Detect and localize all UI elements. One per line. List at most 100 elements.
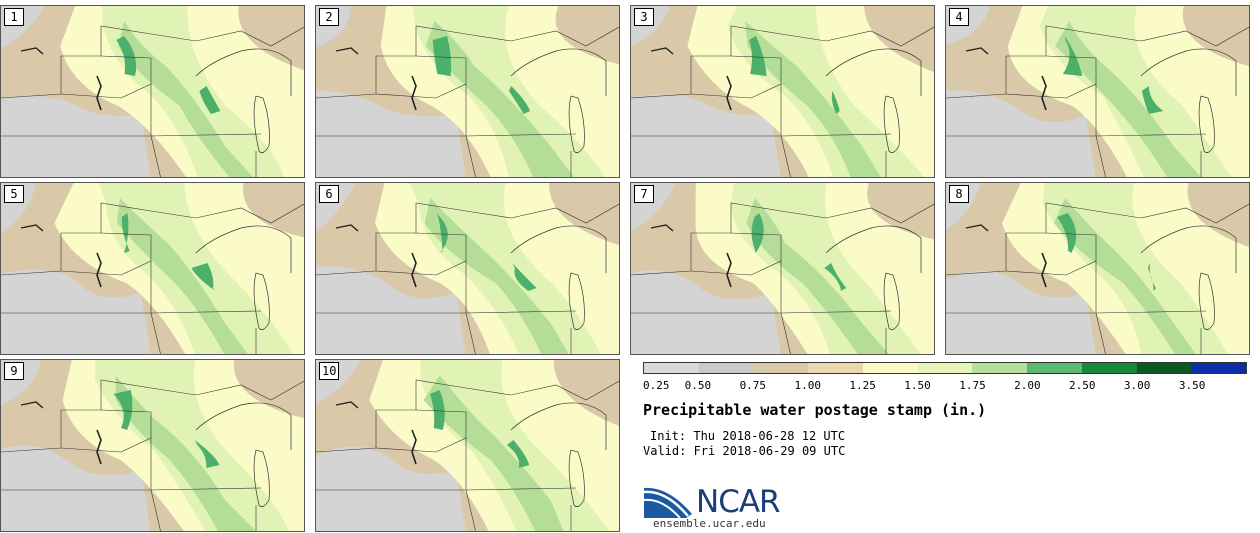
precip-water-map	[946, 183, 1249, 354]
heavy-moisture	[751, 213, 764, 253]
lake-michigan-shore	[568, 272, 585, 330]
precip-water-map	[1, 360, 304, 531]
heavy-moisture	[1057, 213, 1077, 253]
state-boundary	[100, 232, 152, 261]
moist-core	[425, 21, 574, 177]
heavy-moisture	[1062, 36, 1083, 76]
lake-superior-shore	[195, 225, 292, 273]
colorbar-segment	[1027, 363, 1082, 373]
dry-region	[316, 266, 466, 354]
colorbar-tick-label: 0.25	[643, 379, 670, 392]
moist-core	[116, 198, 248, 354]
lake-michigan-shore	[883, 272, 900, 330]
map-panel: 1	[0, 5, 305, 178]
colorbar-tick-label: 1.50	[904, 379, 931, 392]
heavy-moisture	[1141, 86, 1164, 114]
state-boundary	[316, 202, 619, 276]
state-boundary	[415, 55, 467, 84]
state-boundary	[631, 25, 934, 99]
precip-water-map	[316, 6, 619, 177]
member-label: 7	[634, 185, 654, 203]
colorbar-segment	[862, 363, 918, 373]
lake-michigan-shore	[253, 95, 270, 153]
border-feature	[335, 47, 359, 55]
dry-region	[316, 90, 466, 177]
moist-core	[1054, 198, 1196, 354]
lake-superior-shore	[825, 48, 922, 96]
river	[411, 429, 417, 465]
member-label: 1	[4, 8, 24, 26]
moist-core	[1055, 21, 1201, 177]
border-feature	[20, 224, 44, 232]
valid-time: Valid: Fri 2018-06-29 09 UTC	[643, 444, 846, 458]
state-boundary	[316, 487, 577, 491]
state-boundary	[946, 202, 1249, 276]
colorbar-segment	[644, 363, 699, 373]
river	[1041, 75, 1047, 111]
colorbar-segment	[1191, 363, 1247, 373]
ncar-logo: NCAR ensemble.ucar.edu	[642, 476, 802, 531]
ncar-swoosh-icon	[643, 487, 692, 519]
map-panel: 4	[945, 5, 1250, 178]
map-panel: 9	[0, 359, 305, 532]
member-label: 3	[634, 8, 654, 26]
colorbar-tick-label: 2.50	[1069, 379, 1096, 392]
colorbar-segment	[808, 363, 863, 373]
state-boundary	[1045, 232, 1097, 261]
precip-water-map	[631, 6, 934, 177]
river	[96, 429, 102, 465]
river	[726, 252, 732, 288]
border-feature	[20, 401, 44, 409]
precip-water-map	[1, 6, 304, 177]
lake-superior-shore	[825, 225, 922, 273]
river	[411, 75, 417, 111]
moist-core	[117, 21, 253, 177]
state-boundary	[946, 25, 1249, 99]
state-boundary	[316, 133, 577, 137]
heavy-moisture	[121, 213, 130, 253]
state-boundary	[730, 55, 782, 84]
colorbar-tick-label: 2.00	[1014, 379, 1041, 392]
precip-water-map	[316, 183, 619, 354]
border-feature	[335, 401, 359, 409]
colorbar-segment	[753, 363, 809, 373]
dry-region	[1, 95, 151, 177]
precip-water-map	[1, 183, 304, 354]
logo-url: ensemble.ucar.edu	[653, 517, 766, 530]
precip-water-map	[946, 6, 1249, 177]
colorbar-tick-label: 0.50	[684, 379, 712, 392]
map-panel: 10	[315, 359, 620, 532]
colorbar-tick-label: 1.25	[849, 379, 876, 392]
colorbar-segment	[1081, 363, 1137, 373]
border-feature	[965, 224, 989, 232]
border-feature	[965, 47, 989, 55]
state-boundary	[946, 310, 1207, 314]
state-boundary	[631, 310, 892, 314]
lake-superior-shore	[1140, 48, 1237, 96]
map-panel: 2	[315, 5, 620, 178]
moist-core	[745, 21, 881, 177]
lake-superior-shore	[510, 48, 607, 96]
dry-region	[946, 89, 1096, 177]
heavy-moisture	[1147, 263, 1156, 291]
heavy-moisture	[829, 86, 840, 114]
colorbar-ticks: 0.25 0.50 0.75 1.00 1.25 1.50 1.75 2.00 2.50 3.00…	[643, 379, 1247, 393]
heavy-moisture	[116, 36, 137, 76]
colorbar-tick-label: 3.00	[1123, 379, 1151, 392]
dry-region	[631, 94, 781, 177]
heavy-moisture	[749, 36, 767, 76]
heavy-moisture	[506, 440, 530, 468]
state-boundary	[100, 55, 152, 84]
lake-michigan-shore	[253, 449, 270, 507]
state-boundary	[946, 133, 1207, 137]
heavy-moisture	[429, 390, 445, 430]
colorbar-tick-label: 0.75	[739, 379, 767, 392]
heavy-moisture	[191, 263, 216, 291]
state-boundary	[1, 310, 262, 314]
river	[726, 75, 732, 111]
state-boundary	[631, 202, 934, 276]
state-boundary	[1, 133, 262, 137]
colorbar	[643, 362, 1247, 374]
colorbar-tick-label: 3.50	[1178, 379, 1206, 392]
map-panel: 7	[630, 182, 935, 355]
